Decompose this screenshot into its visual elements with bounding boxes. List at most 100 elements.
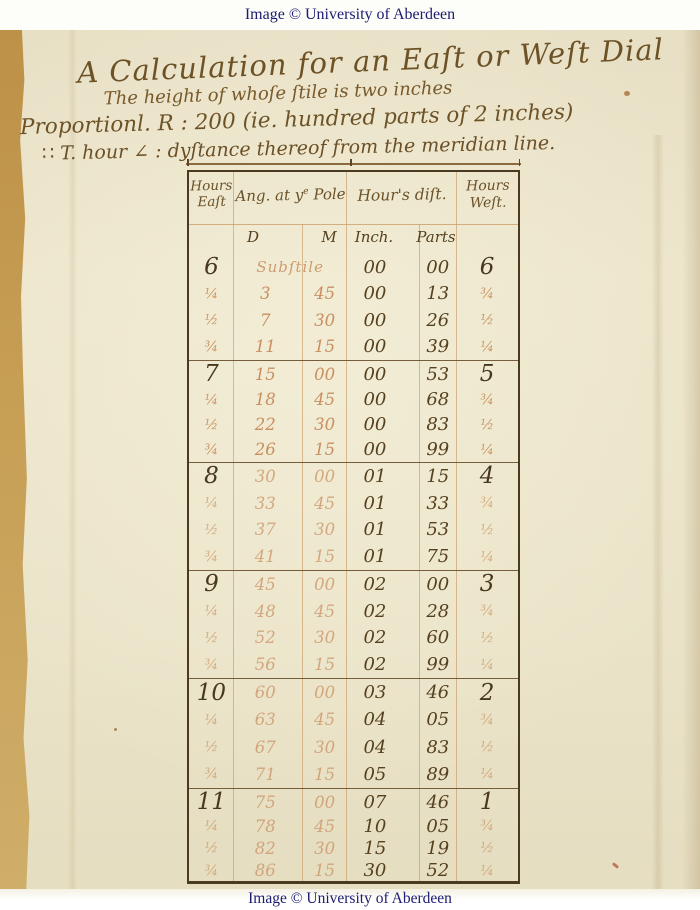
minutes-value: 00: [314, 364, 336, 384]
parts-value: 75: [426, 546, 450, 568]
parts-value: 46: [426, 791, 450, 813]
degrees-value: 11: [254, 337, 276, 357]
degrees-value: 63: [254, 710, 276, 730]
table-row: 8 30 00 01 15 4: [189, 463, 518, 490]
parts-value: 33: [426, 492, 450, 514]
top-caption: Image © University of Aberdeen: [0, 0, 700, 30]
degrees-value: 71: [254, 764, 276, 784]
degrees-value: 78: [254, 816, 276, 836]
inch-value: 01: [363, 519, 387, 541]
hours-east-value: ¼: [204, 285, 219, 302]
parts-value: 68: [426, 389, 450, 410]
table-tick-mark: [518, 159, 520, 166]
parts-value: 46: [426, 682, 450, 704]
ink-stain: [624, 91, 630, 96]
bottom-caption-text: Image © University of Aberdeen: [248, 890, 452, 907]
hours-east-value: ¾: [204, 441, 219, 458]
inch-value: 00: [363, 439, 387, 460]
hours-west-value: 2: [479, 679, 495, 706]
parts-value: 89: [426, 763, 450, 785]
degrees-value: 18: [254, 390, 276, 409]
table-row: ¼ 18 45 00 68 ¾: [189, 387, 518, 412]
parts-value: 53: [426, 519, 450, 541]
parts-value: 05: [426, 815, 450, 837]
parts-value: 13: [426, 283, 450, 305]
table-row: ½ 37 30 01 53 ½: [189, 517, 518, 544]
hours-west-value: ½: [480, 312, 494, 329]
inch-value: 03: [363, 682, 387, 704]
minutes-value: 45: [314, 284, 336, 304]
hours-west-value: ½: [480, 521, 494, 538]
table-row: 7 15 00 00 53 5: [189, 361, 518, 387]
table-row: ½ 52 30 02 60 ½: [189, 625, 518, 652]
table-top-rule: [186, 163, 521, 165]
degrees-value: 30: [254, 466, 276, 486]
degrees-value: 52: [254, 628, 276, 648]
hours-west-value: ¼: [480, 766, 494, 783]
hours-east-value: ¼: [204, 711, 219, 728]
ink-speck: [114, 728, 117, 731]
inch-value: 01: [363, 546, 387, 568]
hours-east-value: ¼: [204, 818, 219, 835]
minutes-value: 00: [314, 466, 336, 486]
hours-east-value: ¼: [204, 603, 219, 620]
parts-value: 83: [426, 414, 450, 435]
hours-west-value: 3: [479, 571, 495, 598]
column-rule: [233, 172, 234, 881]
minutes-value: 45: [314, 493, 336, 513]
inch-value: 10: [363, 815, 387, 837]
table-row: ¾ 56 15 02 99 ¼: [189, 651, 518, 678]
page-edge-shadow: [682, 0, 700, 910]
degrees-value: 26: [254, 440, 276, 459]
hour-block: 11 75 00 07 46 1 ¼ 78 45 10 05 ¾ ½ 82 30 15 19 ½ ¾ 86 15 30 52…: [189, 788, 518, 882]
inch-value: 02: [363, 654, 387, 676]
hours-west-value: ¾: [480, 818, 494, 835]
hour-block: 10 60 00 03 46 2 ¼ 63 45 04 05 ¾ ½ 67 30 04 83 ½ ¾ 71 15 05 89…: [189, 678, 518, 788]
table-row: ¾ 11 15 00 39 ¼: [189, 334, 518, 361]
header-hours-distance: Hour's diſt.: [357, 185, 447, 205]
substile-note: Subſtile: [256, 258, 324, 277]
parts-value: 05: [426, 709, 450, 731]
hours-east-value: 8: [204, 463, 219, 490]
inch-value: 30: [363, 860, 387, 882]
minutes-value: 45: [314, 601, 336, 621]
hours-west-value: 5: [479, 361, 495, 387]
degrees-value: 60: [254, 683, 276, 703]
parts-value: 99: [426, 439, 450, 460]
minutes-value: 15: [314, 655, 336, 675]
hours-east-value: ½: [204, 521, 219, 538]
inch-value: 02: [363, 573, 387, 595]
header-angle-at-pole: Ang. at ye Pole: [234, 185, 347, 205]
minutes-value: 30: [314, 737, 336, 757]
parts-value: 00: [426, 573, 450, 595]
minutes-value: 15: [314, 337, 336, 357]
degrees-value: 7: [260, 310, 271, 330]
table-row: ½ 82 30 15 19 ½: [189, 837, 518, 859]
table-row: ¾ 26 15 00 99 ¼: [189, 437, 518, 462]
hours-east-value: ¼: [204, 391, 219, 408]
parts-value: 60: [426, 627, 450, 649]
degrees-value: 3: [260, 284, 271, 304]
parts-value: 15: [426, 465, 450, 487]
inch-value: 15: [363, 837, 387, 859]
table-row: ¼ 78 45 10 05 ¾: [189, 815, 518, 837]
hours-east-value: ¼: [204, 495, 219, 512]
inch-value: 07: [363, 791, 387, 813]
minutes-value: 30: [314, 628, 336, 648]
hours-west-value: 6: [479, 254, 495, 281]
column-rule: [302, 224, 303, 881]
hours-west-value: ½: [480, 629, 494, 646]
inch-value: 04: [363, 736, 387, 758]
hours-east-value: ¾: [204, 548, 219, 565]
inch-value: 00: [363, 363, 387, 385]
degrees-value: 22: [254, 415, 276, 434]
minutes-value: 00: [314, 683, 336, 703]
hours-west-value: ½: [480, 739, 494, 756]
table-row: ½ 7 30 00 26 ½: [189, 307, 518, 334]
table-tick-mark: [350, 159, 352, 166]
inch-value: 00: [363, 389, 387, 410]
hours-east-value: ¾: [204, 766, 219, 783]
degrees-value: 67: [254, 737, 276, 757]
table-row: ¼ 63 45 04 05 ¾: [189, 706, 518, 733]
degrees-value: 33: [254, 493, 276, 513]
